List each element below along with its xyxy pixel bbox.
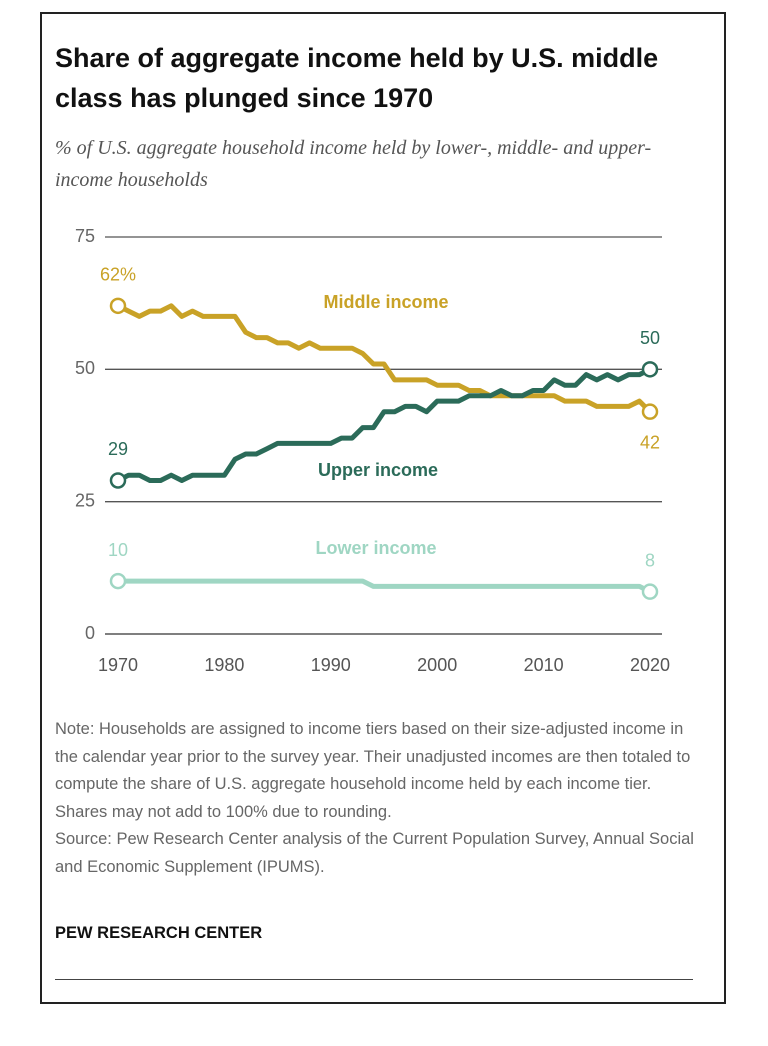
y-tick-label: 75: [75, 226, 95, 246]
y-tick-label: 25: [75, 490, 95, 510]
credit: PEW RESEARCH CENTER: [55, 924, 263, 942]
value-label: 29: [108, 439, 128, 459]
value-label: 50: [640, 328, 660, 348]
end-point: [109, 472, 127, 489]
note: Note: Households are assigned to income …: [55, 720, 691, 821]
x-tick-label: 2020: [630, 655, 670, 675]
series-line: [116, 367, 652, 483]
value-label: 10: [108, 540, 128, 560]
chart-subtitle: % of U.S. aggregate household income hel…: [55, 137, 652, 191]
rule: [55, 979, 693, 980]
y-tick-label: 0: [85, 623, 95, 643]
end-point: [641, 403, 659, 420]
x-tick-label: 1970: [98, 655, 138, 675]
source: Source: Pew Research Center analysis of …: [55, 830, 694, 876]
value-label: 62%: [100, 265, 136, 285]
end-point: [641, 361, 659, 378]
x-tick-label: 2010: [524, 655, 564, 675]
x-tick-label: 1990: [311, 655, 351, 675]
series-line: [118, 578, 652, 594]
end-point: [641, 583, 659, 600]
series-label: Lower income: [315, 538, 436, 558]
chart: 0 25 50 75 1970 1980 1990 2000 2010 2020 62% 42 Midd…: [75, 226, 670, 675]
series-label: Middle income: [323, 292, 448, 312]
value-label: 8: [645, 550, 655, 570]
end-point: [109, 572, 127, 590]
notes: Note: Households are assigned to income …: [55, 716, 705, 881]
chart-title: Share of aggregate income held by U.S. m…: [55, 43, 659, 113]
series-line: [116, 303, 652, 414]
frame: [40, 12, 726, 1004]
x-tick-label: 2000: [417, 655, 457, 675]
y-tick-label: 50: [75, 358, 95, 378]
x-tick-label: 1980: [204, 655, 244, 675]
end-point: [109, 297, 127, 315]
series-label: Upper income: [318, 460, 438, 480]
value-label: 42: [640, 432, 660, 452]
